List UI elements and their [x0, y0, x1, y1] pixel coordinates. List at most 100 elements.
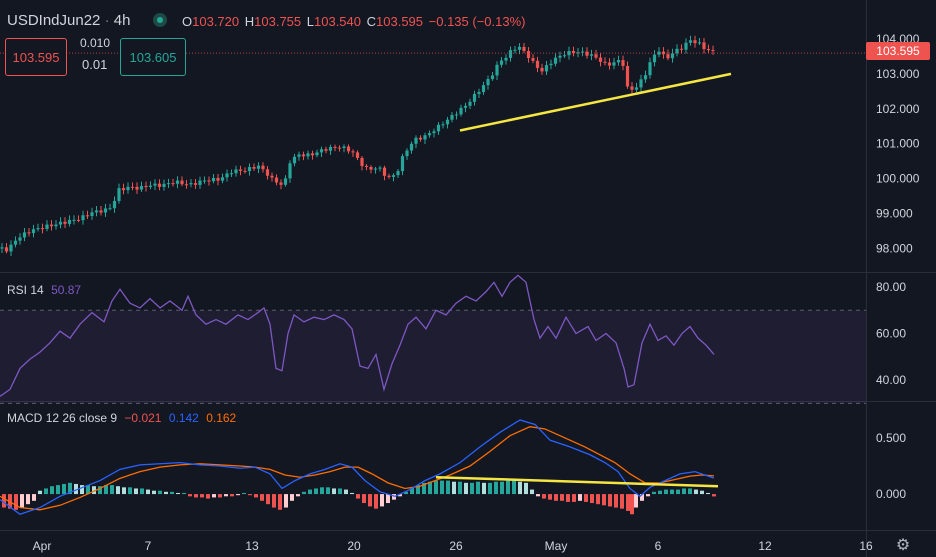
- candle-body: [306, 153, 310, 157]
- price-tick-label: 99.000: [876, 207, 913, 221]
- candle-body: [319, 149, 324, 153]
- macd-hist-bar: [32, 494, 36, 501]
- candle-body: [405, 150, 409, 157]
- macd-hist-bar: [572, 494, 576, 502]
- macd-hist-bar: [230, 494, 234, 497]
- candle-body: [261, 165, 265, 170]
- macd-hist-bar: [590, 494, 594, 504]
- macd-hist-bar: [200, 494, 204, 498]
- buy-button[interactable]: 103.605: [120, 38, 186, 76]
- candle-body: [225, 173, 229, 178]
- candle-body: [31, 229, 36, 234]
- macd-signal-line: [0, 426, 715, 511]
- candle-body: [648, 62, 652, 76]
- macd-hist-bar: [308, 489, 312, 495]
- candle-body: [571, 50, 576, 54]
- candle-body: [427, 133, 432, 136]
- candle-body: [387, 175, 391, 177]
- macd-hist-bar: [284, 494, 288, 508]
- candle-body: [463, 105, 468, 108]
- macd-hist-bar: [554, 494, 558, 501]
- candle-body: [697, 42, 702, 44]
- candle-body: [621, 60, 625, 66]
- macd-params: 12 26 close 9: [45, 411, 118, 425]
- symbol-header[interactable]: USDIndJun22 · 4h: [7, 12, 167, 29]
- candle-body: [657, 51, 661, 55]
- macd-hist-bar: [56, 485, 60, 495]
- candle-body: [562, 55, 567, 57]
- gear-icon[interactable]: ⚙: [895, 537, 911, 554]
- candle-body: [162, 183, 166, 187]
- price-tick-label: 100.000: [876, 172, 920, 186]
- spread-top: 0.010: [80, 36, 111, 50]
- macd-hist-bar: [476, 481, 480, 495]
- candle-body: [468, 101, 472, 106]
- macd-hist-bar: [104, 485, 108, 495]
- macd-hist-bar: [488, 482, 492, 495]
- high-value: 103.755: [254, 14, 302, 29]
- candle-body: [153, 183, 157, 186]
- candle-body: [22, 232, 27, 238]
- macd-hist-bar: [646, 494, 650, 497]
- candle-body: [549, 63, 553, 66]
- high-label: H: [244, 14, 255, 29]
- candle-body: [711, 50, 715, 52]
- macd-hist-bar: [74, 483, 78, 495]
- candle-body: [598, 57, 603, 62]
- macd-hist-bar: [80, 485, 84, 495]
- spread-bottom: 0.01: [82, 57, 108, 72]
- macd-hist-bar: [164, 491, 168, 495]
- price-tick-label: 101.000: [876, 137, 920, 151]
- candle-body: [400, 156, 405, 172]
- price-tick-label: 103.000: [876, 67, 920, 81]
- candle-body: [171, 183, 175, 185]
- macd-hist-bar: [344, 489, 348, 495]
- macd-hist-bar: [542, 494, 546, 499]
- x-axis-label: 16: [859, 539, 873, 553]
- x-axis-label: May: [545, 539, 568, 553]
- x-axis-label: 20: [347, 539, 361, 553]
- macd-name: MACD: [7, 411, 43, 425]
- candle-body: [90, 212, 94, 217]
- current-price-label: 103.595: [876, 44, 920, 58]
- candle-body: [396, 171, 400, 176]
- candle-body: [202, 180, 207, 182]
- macd-hist-bar: [682, 488, 686, 495]
- candle-body: [180, 180, 184, 185]
- sell-button[interactable]: 103.595: [5, 38, 67, 76]
- sell-price: 103.595: [12, 49, 60, 65]
- macd-hist-bar: [128, 487, 132, 495]
- candle-body: [612, 62, 616, 66]
- macd-hist-bar: [134, 488, 138, 495]
- candle-body: [243, 170, 247, 172]
- candle-body: [54, 224, 58, 227]
- candle-body: [121, 188, 126, 191]
- candle-body: [139, 186, 144, 190]
- candle-body: [513, 49, 517, 51]
- candle-body: [495, 64, 499, 76]
- candle-body: [292, 156, 297, 164]
- candle-body: [409, 143, 414, 151]
- close-label: C: [366, 14, 377, 29]
- candle-body: [67, 219, 72, 224]
- open-value: 103.720: [192, 14, 240, 29]
- candle-body: [166, 183, 171, 185]
- macd-hist-bar: [362, 494, 366, 504]
- candle-body: [535, 60, 540, 68]
- candle-body: [189, 183, 193, 185]
- rsi-line: [0, 274, 715, 397]
- candle-body: [40, 228, 45, 230]
- macd-hist-bar: [350, 492, 354, 495]
- candle-body: [256, 165, 261, 169]
- low-label: L: [306, 14, 314, 29]
- macd-hist-bar: [212, 494, 216, 498]
- interval[interactable]: 4h: [113, 12, 131, 29]
- symbol-name: USDIndJun22: [7, 12, 101, 29]
- macd-hist-bar: [176, 492, 180, 495]
- support-trendline: [459, 72, 732, 132]
- candle-body: [625, 65, 630, 87]
- macd-hist-bar: [194, 494, 198, 498]
- candle-body: [63, 221, 67, 224]
- candle-body: [517, 46, 522, 50]
